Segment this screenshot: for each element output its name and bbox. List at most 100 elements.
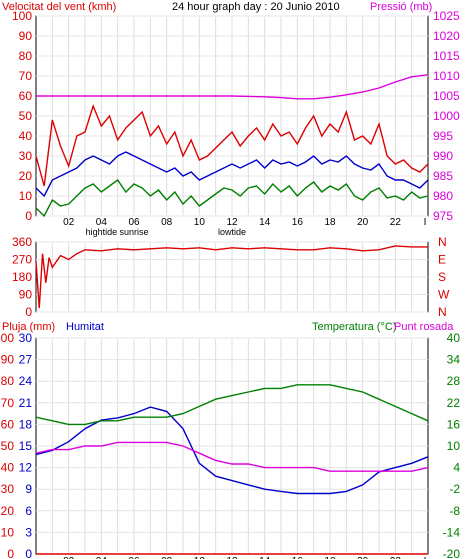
x-annotation-label: lowtide <box>218 227 246 237</box>
pressure-y-tick-label: 980 <box>433 189 453 203</box>
dew-axis-label: Punt rosada <box>394 321 454 333</box>
x-tick-label: 12 <box>226 217 238 228</box>
x-tick-label: 08 <box>161 217 173 228</box>
rain-axis-label: Pluja (mm) <box>2 321 55 333</box>
temperature-y-tick-label: -2 <box>449 482 460 496</box>
series-lines <box>35 74 429 555</box>
pressure-y-tick-label: 1015 <box>433 49 460 63</box>
pressure-series-line <box>36 74 429 100</box>
x-tick-label: 14 <box>259 556 271 559</box>
temperature-y-tick-label: 34 <box>447 353 461 367</box>
direction-y-tick-label: 360 <box>12 235 32 249</box>
x-tick-label: 18 <box>324 217 336 228</box>
pressure-y-tick-label: 975 <box>433 209 453 223</box>
x-tick-label: 10 <box>194 556 206 559</box>
humidity-y-tick-label: 15 <box>19 439 33 453</box>
rain-y-tick-label: 100 <box>0 331 14 345</box>
rain-y-tick-label: 10 <box>1 525 15 539</box>
rain-y-tick-label: 60 <box>1 417 15 431</box>
humidity-y-tick-label: 6 <box>25 504 32 518</box>
direction-y-tick-label: 90 <box>19 288 33 302</box>
x-tick-label: I <box>424 556 427 559</box>
wind-y-tick-label: 10 <box>19 189 33 203</box>
x-tick-label: 04 <box>96 556 108 559</box>
x-tick-label: 04 <box>96 217 108 228</box>
x-tick-label: 18 <box>324 556 336 559</box>
x-tick-label: 06 <box>128 217 140 228</box>
temperature-y-tick-label: -14 <box>443 525 461 539</box>
x-tick-label: 10 <box>194 217 206 228</box>
humidity-y-tick-label: 12 <box>19 461 33 475</box>
dew-series-line <box>35 441 429 472</box>
x-tick-label: 22 <box>390 556 402 559</box>
pressure-y-tick-label: 1020 <box>433 29 460 43</box>
wind-y-tick-label: 100 <box>12 9 32 23</box>
avg_wind-series-line <box>35 151 429 198</box>
temperature-y-tick-label: 10 <box>447 439 461 453</box>
pressure-y-tick-label: 985 <box>433 169 453 183</box>
compass-label: N <box>438 305 447 319</box>
wind-y-tick-label: 0 <box>25 209 32 223</box>
temperature-y-tick-label: 16 <box>447 417 461 431</box>
rain-y-tick-label: 0 <box>7 547 14 559</box>
pressure-y-tick-label: 990 <box>433 149 453 163</box>
temperature-y-tick-label: -8 <box>449 504 460 518</box>
pressure-y-tick-label: 1025 <box>433 9 460 23</box>
pressure-y-tick-label: 1010 <box>433 69 460 83</box>
humidity-axis-label: Humitat <box>66 321 104 333</box>
temperature-axis-label: Temperatura (°C) <box>312 321 396 333</box>
temperature-y-tick-label: 22 <box>447 396 461 410</box>
compass-label: S <box>438 270 446 284</box>
temperature-series-line <box>35 384 429 426</box>
x-tick-label: 02 <box>63 217 75 228</box>
x-tick-label: 20 <box>357 556 369 559</box>
wind-y-tick-label: 90 <box>19 29 33 43</box>
gridlines <box>36 15 428 555</box>
compass-label: E <box>438 253 446 267</box>
compass-label: N <box>438 235 447 249</box>
rain-y-tick-label: 20 <box>1 504 15 518</box>
humidity-y-tick-label: 21 <box>19 396 33 410</box>
wind-y-tick-label: 80 <box>19 49 33 63</box>
wind-y-tick-label: 60 <box>19 89 33 103</box>
humidity-y-tick-label: 24 <box>19 374 33 388</box>
pressure-y-tick-label: 995 <box>433 129 453 143</box>
x-annotation-label: sunrise <box>119 227 148 237</box>
rain-y-tick-label: 40 <box>1 461 15 475</box>
rain-y-tick-label: 80 <box>1 374 15 388</box>
humidity-y-tick-label: 27 <box>19 353 33 367</box>
x-tick-label: 12 <box>226 556 238 559</box>
direction-y-tick-label: 0 <box>25 305 32 319</box>
x-tick-label: 08 <box>161 556 173 559</box>
rain-y-tick-label: 90 <box>1 353 15 367</box>
wind-y-tick-label: 30 <box>19 149 33 163</box>
pressure-axis-label: Pressió (mb) <box>370 1 432 13</box>
pressure-y-tick-label: 1000 <box>433 109 460 123</box>
wind-y-tick-label: 40 <box>19 129 33 143</box>
pressure-y-tick-label: 1005 <box>433 89 460 103</box>
temperature-y-tick-label: 40 <box>447 331 461 345</box>
min_wind-series-line <box>35 179 429 218</box>
rain-y-tick-label: 30 <box>1 482 15 496</box>
rain-y-tick-label: 50 <box>1 439 15 453</box>
x-tick-label: I <box>424 217 427 228</box>
compass-label: W <box>438 288 450 302</box>
x-tick-label: 14 <box>259 217 271 228</box>
x-tick-label: 16 <box>292 217 304 228</box>
direction-y-tick-label: 180 <box>12 270 32 284</box>
x-tick-label: 20 <box>357 217 369 228</box>
x-annotation-label: hightide <box>86 227 118 237</box>
humidity-y-tick-label: 0 <box>25 547 32 559</box>
temperature-y-tick-label: 28 <box>447 374 461 388</box>
direction-series-line <box>35 245 428 309</box>
x-tick-label: 06 <box>128 556 140 559</box>
x-tick-label: 22 <box>390 217 402 228</box>
x-tick-label: 16 <box>292 556 304 559</box>
tick-labels: 0102030405060708090100975980985990995100… <box>0 9 460 559</box>
humidity-y-tick-label: 9 <box>25 482 32 496</box>
temperature-y-tick-label: -20 <box>443 547 461 559</box>
humidity-y-tick-label: 3 <box>25 525 32 539</box>
gust-series-line <box>35 103 429 187</box>
wind-y-tick-label: 20 <box>19 169 33 183</box>
